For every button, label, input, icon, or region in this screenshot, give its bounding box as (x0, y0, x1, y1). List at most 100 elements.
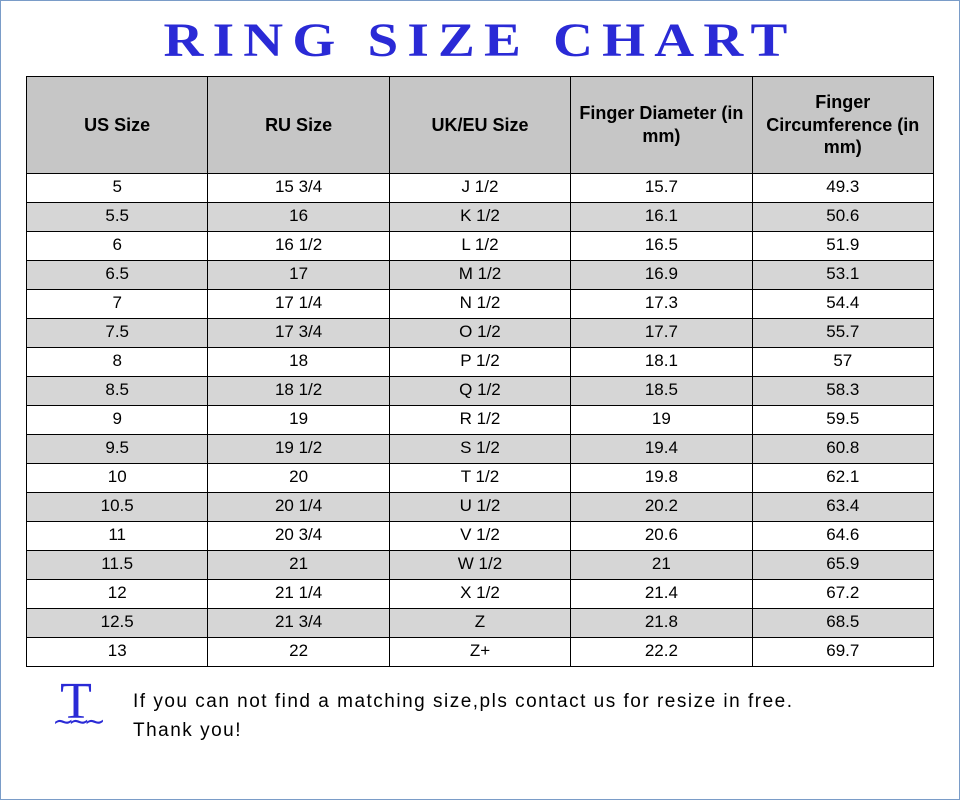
table-row: 616 1/2L 1/216.551.9 (27, 231, 934, 260)
table-row: 9.519 1/2S 1/219.460.8 (27, 434, 934, 463)
table-cell: P 1/2 (389, 347, 570, 376)
table-cell: 10.5 (27, 492, 208, 521)
table-cell: 20 (208, 463, 389, 492)
table-row: 6.517M 1/216.953.1 (27, 260, 934, 289)
table-cell: K 1/2 (389, 202, 570, 231)
table-cell: 20.2 (571, 492, 752, 521)
table-cell: W 1/2 (389, 550, 570, 579)
footer-line2: Thank you! (133, 720, 242, 741)
page-title: RING SIZE CHART (0, 13, 960, 68)
table-cell: 19.8 (571, 463, 752, 492)
table-cell: 21 (208, 550, 389, 579)
table-cell: Z+ (389, 637, 570, 666)
table-row: 5.516K 1/216.150.6 (27, 202, 934, 231)
table-cell: 18 (208, 347, 389, 376)
table-row: 1221 1/4X 1/221.467.2 (27, 579, 934, 608)
table-cell: T 1/2 (389, 463, 570, 492)
col-us-size: US Size (27, 77, 208, 174)
table-cell: 54.4 (752, 289, 933, 318)
table-cell: 19 (571, 405, 752, 434)
table-cell: 19 1/2 (208, 434, 389, 463)
table-header-row: US Size RU Size UK/EU Size Finger Diamet… (27, 77, 934, 174)
table-cell: 16 1/2 (208, 231, 389, 260)
table-cell: 21.8 (571, 608, 752, 637)
table-cell: 10 (27, 463, 208, 492)
table-cell: 20.6 (571, 521, 752, 550)
table-cell: 21.4 (571, 579, 752, 608)
table-cell: L 1/2 (389, 231, 570, 260)
table-cell: 15.7 (571, 173, 752, 202)
table-row: 919R 1/21959.5 (27, 405, 934, 434)
table-row: 11.521W 1/22165.9 (27, 550, 934, 579)
table-cell: 51.9 (752, 231, 933, 260)
table-cell: 19.4 (571, 434, 752, 463)
table-cell: R 1/2 (389, 405, 570, 434)
table-cell: 65.9 (752, 550, 933, 579)
table-row: 1322Z+22.269.7 (27, 637, 934, 666)
table-cell: 21 1/4 (208, 579, 389, 608)
table-cell: 16.5 (571, 231, 752, 260)
table-cell: X 1/2 (389, 579, 570, 608)
page: RING SIZE CHART US Size RU Size UK/EU Si… (0, 0, 960, 800)
table-cell: 11 (27, 521, 208, 550)
table-cell: 5 (27, 173, 208, 202)
table-row: 7.517 3/4O 1/217.755.7 (27, 318, 934, 347)
table-cell: O 1/2 (389, 318, 570, 347)
table-cell: 62.1 (752, 463, 933, 492)
table-cell: 6.5 (27, 260, 208, 289)
table-row: 1120 3/4V 1/220.664.6 (27, 521, 934, 550)
table-cell: 16 (208, 202, 389, 231)
table-cell: 20 1/4 (208, 492, 389, 521)
table-cell: 5.5 (27, 202, 208, 231)
table-cell: 16.1 (571, 202, 752, 231)
table-cell: 59.5 (752, 405, 933, 434)
table-cell: 17.7 (571, 318, 752, 347)
col-diameter: Finger Diameter (in mm) (571, 77, 752, 174)
monogram-flourish-icon: ∼∼∼ (41, 717, 111, 727)
table-cell: 12 (27, 579, 208, 608)
table-cell: 55.7 (752, 318, 933, 347)
table-cell: 18 1/2 (208, 376, 389, 405)
table-cell: 63.4 (752, 492, 933, 521)
table-row: 818P 1/218.157 (27, 347, 934, 376)
table-cell: 64.6 (752, 521, 933, 550)
table-row: 12.521 3/4Z21.868.5 (27, 608, 934, 637)
table-cell: 7 (27, 289, 208, 318)
footer: T ∼∼∼ If you can not find a matching siz… (1, 667, 959, 746)
table-cell: 18.1 (571, 347, 752, 376)
table-cell: 50.6 (752, 202, 933, 231)
table-cell: 53.1 (752, 260, 933, 289)
table-cell: 9.5 (27, 434, 208, 463)
table-row: 717 1/4N 1/217.354.4 (27, 289, 934, 318)
table-cell: 8 (27, 347, 208, 376)
col-ru-size: RU Size (208, 77, 389, 174)
table-cell: S 1/2 (389, 434, 570, 463)
table-cell: V 1/2 (389, 521, 570, 550)
col-circumference: Finger Circumference (in mm) (752, 77, 933, 174)
table-cell: 49.3 (752, 173, 933, 202)
brand-monogram-icon: T ∼∼∼ (41, 679, 111, 728)
table-cell: M 1/2 (389, 260, 570, 289)
table-body: 515 3/4J 1/215.749.35.516K 1/216.150.661… (27, 173, 934, 666)
footer-text: If you can not find a matching size,pls … (133, 679, 794, 746)
table-cell: Q 1/2 (389, 376, 570, 405)
table-row: 8.518 1/2Q 1/218.558.3 (27, 376, 934, 405)
table-cell: 58.3 (752, 376, 933, 405)
table-cell: 19 (208, 405, 389, 434)
table-cell: 15 3/4 (208, 173, 389, 202)
table-row: 515 3/4J 1/215.749.3 (27, 173, 934, 202)
table-cell: 7.5 (27, 318, 208, 347)
table-cell: 22 (208, 637, 389, 666)
table-header: US Size RU Size UK/EU Size Finger Diamet… (27, 77, 934, 174)
table-cell: 60.8 (752, 434, 933, 463)
footer-line1: If you can not find a matching size,pls … (133, 691, 794, 712)
table-cell: J 1/2 (389, 173, 570, 202)
table-cell: 67.2 (752, 579, 933, 608)
ring-size-table: US Size RU Size UK/EU Size Finger Diamet… (26, 76, 934, 667)
table-cell: 13 (27, 637, 208, 666)
table-cell: 17 1/4 (208, 289, 389, 318)
table-cell: 17 (208, 260, 389, 289)
table-cell: N 1/2 (389, 289, 570, 318)
table-container: US Size RU Size UK/EU Size Finger Diamet… (1, 76, 959, 667)
table-cell: 9 (27, 405, 208, 434)
